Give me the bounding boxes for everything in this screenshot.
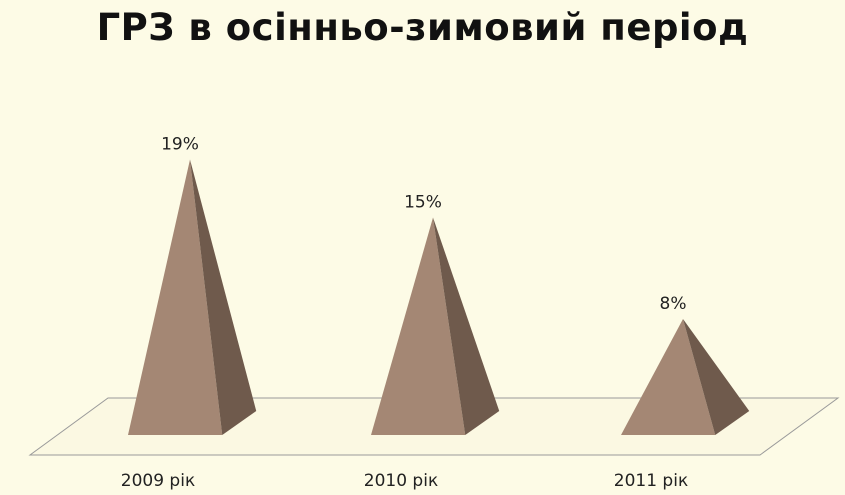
category-label: 2011 рік xyxy=(614,471,688,491)
data-label: 8% xyxy=(660,294,687,314)
pyramid-front-face xyxy=(128,159,223,435)
pyramid-bar xyxy=(371,217,500,435)
category-label: 2010 рік xyxy=(364,471,438,491)
pyramid-front-face xyxy=(621,319,716,435)
pyramid-bar xyxy=(621,319,750,435)
pyramid-side-face xyxy=(433,217,500,435)
data-label: 15% xyxy=(404,193,442,213)
category-label: 2009 рік xyxy=(121,471,195,491)
chart-marks: 19% 2009 рік 15% 2010 рік 8% 2011 рік xyxy=(121,135,750,491)
data-label: 19% xyxy=(161,135,199,155)
pyramid-side-face xyxy=(190,159,257,435)
pyramid-side-face xyxy=(683,319,750,435)
pyramid-front-face xyxy=(371,217,466,435)
pyramid-bar xyxy=(128,159,257,435)
chart-title: ГРЗ в осінньо-зимовий період xyxy=(96,6,749,49)
